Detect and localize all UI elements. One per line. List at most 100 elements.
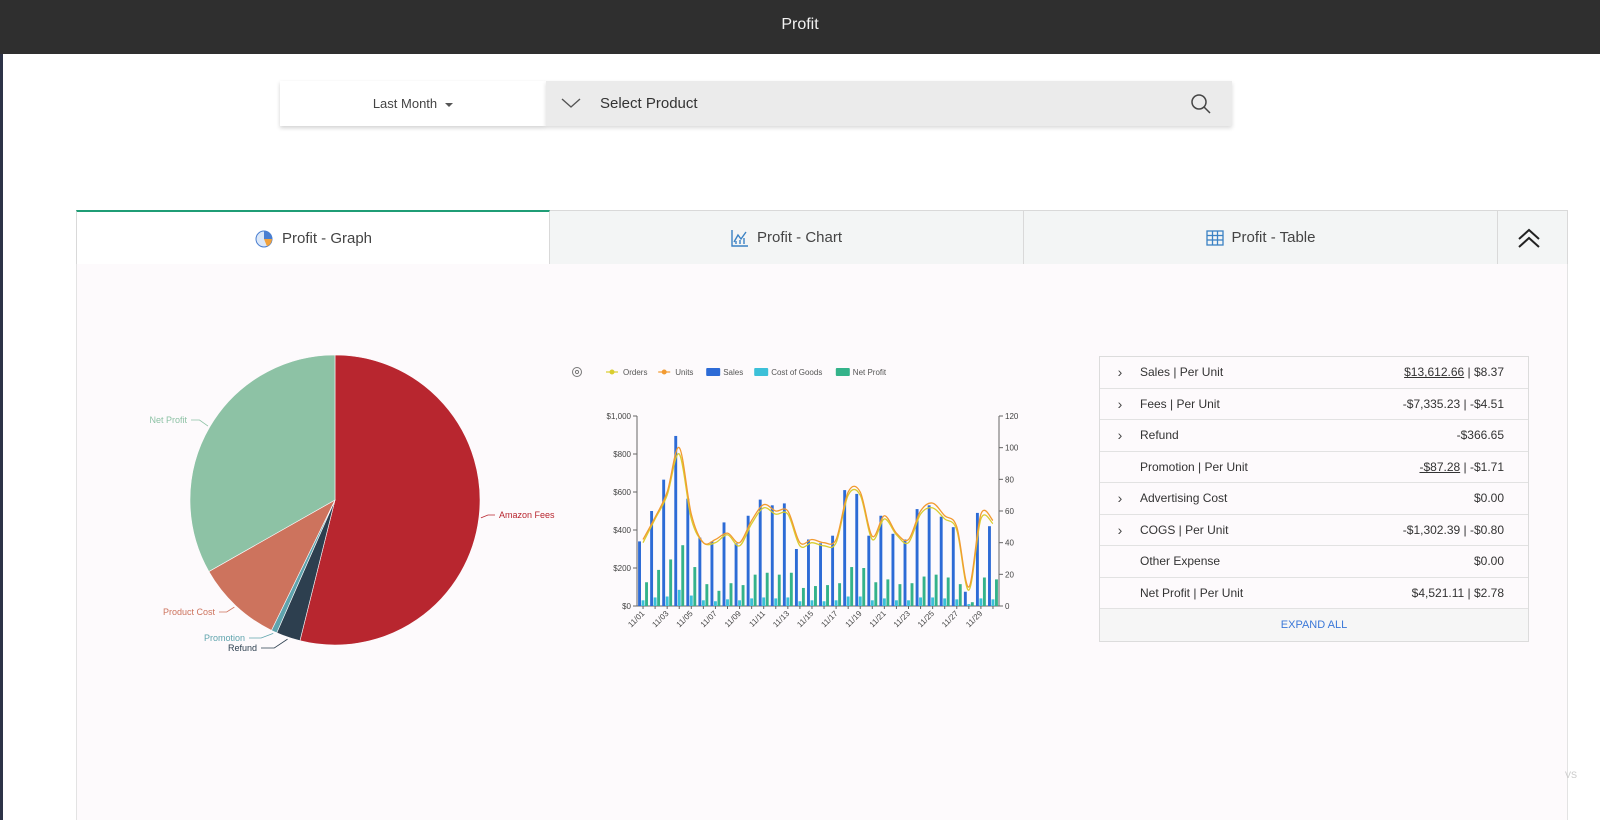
bar-sales[interactable] xyxy=(794,549,798,606)
summary-row[interactable]: › Sales | Per Unit $13,612.66 | $8.37 xyxy=(1100,357,1528,389)
summary-row[interactable]: › COGS | Per Unit -$1,302.39 | -$0.80 xyxy=(1100,515,1528,546)
bar-net-profit[interactable] xyxy=(753,574,757,606)
chevron-right-icon[interactable]: › xyxy=(1117,427,1123,444)
bar-sales[interactable] xyxy=(867,535,871,606)
bar-cost-of-goods[interactable] xyxy=(822,601,826,606)
bar-net-profit[interactable] xyxy=(862,568,866,606)
line-units[interactable] xyxy=(642,447,994,588)
bar-net-profit[interactable] xyxy=(693,567,697,606)
bar-sales[interactable] xyxy=(843,490,847,606)
period-dropdown[interactable]: Last Month xyxy=(280,81,546,126)
bar-net-profit[interactable] xyxy=(886,579,890,606)
bar-cost-of-goods[interactable] xyxy=(786,597,790,606)
bar-net-profit[interactable] xyxy=(729,583,733,606)
chevron-right-icon[interactable]: › xyxy=(1117,521,1123,538)
bar-cost-of-goods[interactable] xyxy=(774,598,778,606)
product-search-input[interactable] xyxy=(600,81,1160,126)
bar-cost-of-goods[interactable] xyxy=(665,596,669,607)
tab-profit-table[interactable]: Profit - Table xyxy=(1024,210,1498,265)
bar-sales[interactable] xyxy=(903,539,907,607)
bar-net-profit[interactable] xyxy=(826,585,829,606)
bar-cost-of-goods[interactable] xyxy=(882,598,886,606)
collapse-button[interactable] xyxy=(1498,210,1568,265)
bar-cost-of-goods[interactable] xyxy=(762,597,766,606)
bar-sales[interactable] xyxy=(963,591,967,606)
bar-cost-of-goods[interactable] xyxy=(750,598,754,606)
legend-item[interactable]: Units xyxy=(658,368,693,377)
bar-net-profit[interactable] xyxy=(946,577,950,607)
bar-sales[interactable] xyxy=(988,526,991,606)
bar-sales[interactable] xyxy=(722,522,726,606)
bar-sales[interactable] xyxy=(975,512,979,606)
bar-sales[interactable] xyxy=(855,493,859,606)
legend-item[interactable]: Cost of Goods xyxy=(754,368,822,377)
bar-net-profit[interactable] xyxy=(982,577,986,607)
bar-net-profit[interactable] xyxy=(910,583,914,606)
bar-cost-of-goods[interactable] xyxy=(713,601,717,606)
bar-net-profit[interactable] xyxy=(898,584,902,606)
summary-row[interactable]: › Refund -$366.65 xyxy=(1100,420,1528,452)
bar-cost-of-goods[interactable] xyxy=(810,600,814,606)
bar-cost-of-goods[interactable] xyxy=(689,595,693,606)
bar-cost-of-goods[interactable] xyxy=(919,597,923,606)
bar-sales[interactable] xyxy=(951,527,955,606)
bar-net-profit[interactable] xyxy=(789,572,793,606)
bar-net-profit[interactable] xyxy=(995,579,998,606)
bar-cost-of-goods[interactable] xyxy=(677,589,681,606)
gear-icon[interactable] xyxy=(572,367,582,377)
bar-cost-of-goods[interactable] xyxy=(870,600,874,606)
bar-net-profit[interactable] xyxy=(777,574,781,606)
bar-net-profit[interactable] xyxy=(934,574,938,606)
bar-cost-of-goods[interactable] xyxy=(894,600,898,606)
legend-item[interactable]: Orders xyxy=(606,368,647,377)
bar-cost-of-goods[interactable] xyxy=(931,597,935,606)
bar-cost-of-goods[interactable] xyxy=(967,604,971,606)
expand-all-button[interactable]: EXPAND ALL xyxy=(1100,609,1528,641)
summary-row[interactable]: › Advertising Cost $0.00 xyxy=(1100,483,1528,515)
bar-cost-of-goods[interactable] xyxy=(701,600,705,606)
bar-sales[interactable] xyxy=(674,435,678,606)
bar-cost-of-goods[interactable] xyxy=(641,600,645,606)
legend-item[interactable]: Sales xyxy=(706,368,743,377)
bar-sales[interactable] xyxy=(770,505,774,606)
bar-net-profit[interactable] xyxy=(657,569,661,606)
bar-sales[interactable] xyxy=(734,543,738,606)
bar-cost-of-goods[interactable] xyxy=(653,597,657,606)
bar-net-profit[interactable] xyxy=(681,545,685,606)
bar-sales[interactable] xyxy=(686,498,690,606)
tab-profit-chart[interactable]: Profit - Chart xyxy=(550,210,1024,265)
summary-total-value[interactable]: $13,612.66 xyxy=(1404,365,1465,380)
bar-cost-of-goods[interactable] xyxy=(798,601,802,606)
bar-cost-of-goods[interactable] xyxy=(858,596,862,607)
bar-net-profit[interactable] xyxy=(717,590,721,606)
bar-sales[interactable] xyxy=(879,515,883,606)
bar-sales[interactable] xyxy=(782,503,786,606)
bar-net-profit[interactable] xyxy=(645,582,648,606)
bar-net-profit[interactable] xyxy=(922,576,926,606)
bar-cost-of-goods[interactable] xyxy=(979,598,983,606)
bar-cost-of-goods[interactable] xyxy=(907,600,910,606)
chevron-down-icon[interactable] xyxy=(560,93,582,118)
bar-sales[interactable] xyxy=(758,499,762,606)
tab-profit-graph[interactable]: Profit - Graph xyxy=(76,210,550,265)
chevron-right-icon[interactable]: › xyxy=(1117,395,1123,412)
bar-net-profit[interactable] xyxy=(814,586,817,606)
bar-net-profit[interactable] xyxy=(669,559,673,606)
bar-sales[interactable] xyxy=(746,515,750,606)
pie-slice-amazon-fees[interactable] xyxy=(299,354,481,646)
bar-net-profit[interactable] xyxy=(705,584,709,606)
chevron-right-icon[interactable]: › xyxy=(1117,490,1123,507)
bar-cost-of-goods[interactable] xyxy=(738,600,742,606)
bar-sales[interactable] xyxy=(698,537,702,606)
bar-cost-of-goods[interactable] xyxy=(846,596,850,607)
summary-row[interactable]: › Fees | Per Unit -$7,335.23 | -$4.51 xyxy=(1100,389,1528,420)
pie-slice-net-profit[interactable] xyxy=(189,354,336,572)
product-selector[interactable] xyxy=(546,81,1232,126)
bar-net-profit[interactable] xyxy=(850,567,854,606)
search-icon[interactable] xyxy=(1190,93,1212,120)
bar-cost-of-goods[interactable] xyxy=(834,600,838,606)
bar-sales[interactable] xyxy=(927,505,931,606)
legend-item[interactable]: Net Profit xyxy=(835,368,887,377)
chevron-right-icon[interactable]: › xyxy=(1117,364,1123,381)
bar-sales[interactable] xyxy=(819,543,822,606)
